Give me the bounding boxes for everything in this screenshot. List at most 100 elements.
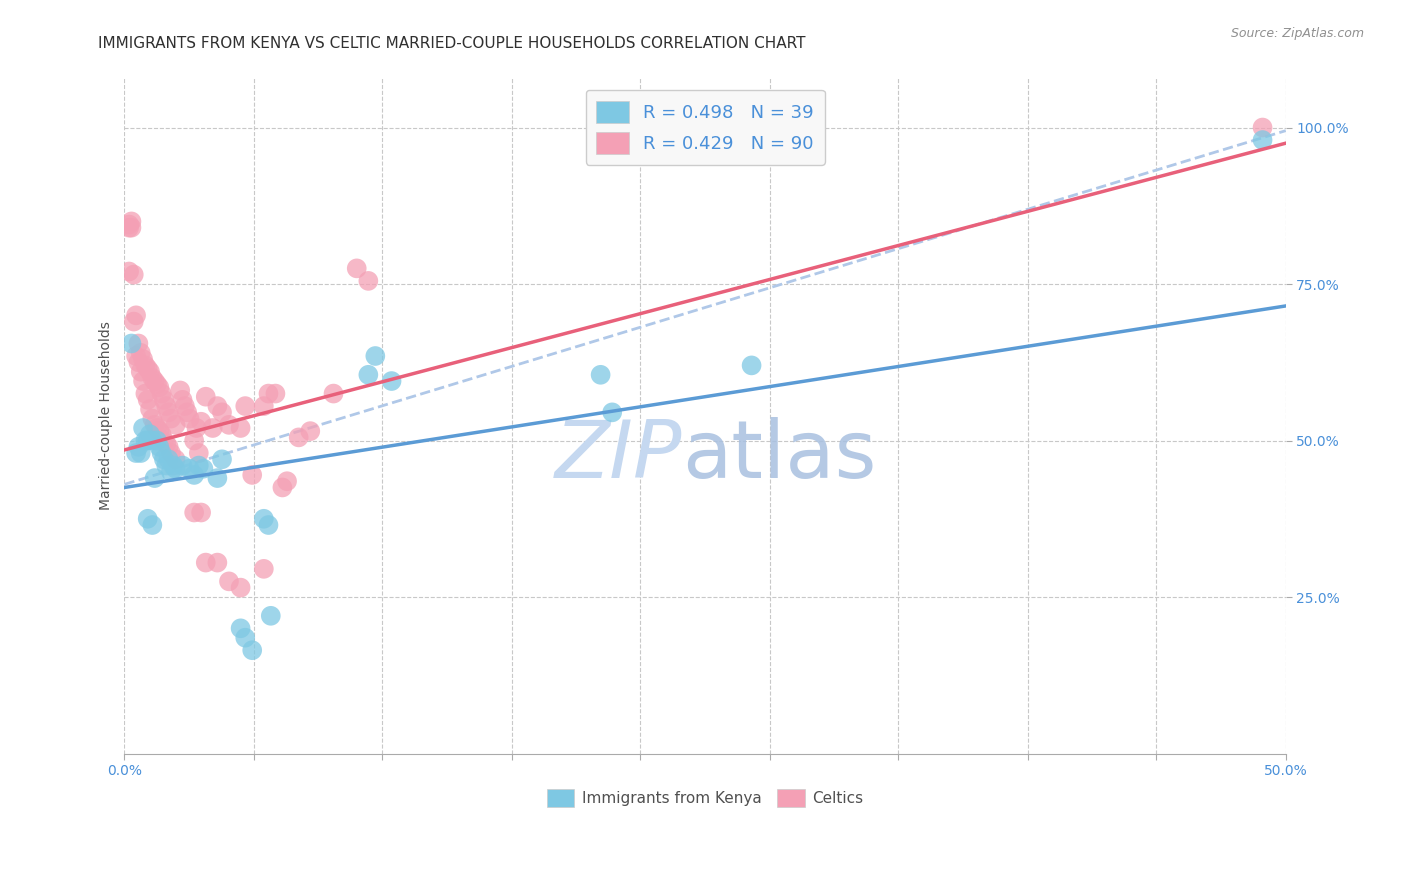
Point — [207, 471, 229, 485]
Point — [218, 574, 240, 589]
Point — [134, 386, 156, 401]
Point — [139, 402, 162, 417]
Point — [741, 359, 763, 373]
Point — [136, 392, 159, 407]
Point — [150, 427, 173, 442]
Point — [179, 411, 201, 425]
Point — [299, 424, 322, 438]
Legend: Immigrants from Kenya, Celtics: Immigrants from Kenya, Celtics — [541, 782, 869, 814]
Point — [183, 506, 205, 520]
Point — [153, 452, 176, 467]
Point — [229, 421, 252, 435]
Point — [364, 349, 387, 363]
Point — [134, 359, 156, 373]
Point — [190, 415, 212, 429]
Point — [146, 434, 169, 448]
Point — [1251, 133, 1274, 147]
Point — [183, 434, 205, 448]
Point — [155, 458, 177, 473]
Y-axis label: Married-couple Households: Married-couple Households — [100, 321, 114, 510]
Point — [118, 220, 141, 235]
Point — [271, 480, 294, 494]
Point — [160, 411, 183, 425]
Point — [148, 440, 170, 454]
Point — [253, 512, 276, 526]
Point — [322, 386, 344, 401]
Point — [162, 458, 184, 473]
Point — [201, 421, 224, 435]
Point — [600, 405, 623, 419]
Point — [253, 399, 276, 413]
Point — [127, 355, 149, 369]
Point — [240, 467, 263, 482]
Point — [176, 405, 198, 419]
Point — [187, 458, 209, 473]
Point — [122, 315, 145, 329]
Point — [186, 421, 208, 435]
Point — [172, 458, 194, 473]
Point — [129, 346, 152, 360]
Point — [276, 474, 298, 488]
Point — [155, 436, 177, 450]
Point — [190, 506, 212, 520]
Point — [127, 336, 149, 351]
Point — [143, 471, 166, 485]
Point — [139, 427, 162, 442]
Point — [257, 518, 280, 533]
Point — [157, 440, 180, 454]
Point — [136, 434, 159, 448]
Point — [193, 461, 215, 475]
Point — [165, 452, 187, 467]
Point — [172, 392, 194, 407]
Point — [132, 374, 155, 388]
Point — [153, 434, 176, 448]
Point — [346, 261, 368, 276]
Point — [233, 631, 256, 645]
Point — [150, 446, 173, 460]
Point — [125, 308, 148, 322]
Point — [157, 405, 180, 419]
Point — [120, 336, 142, 351]
Point — [143, 374, 166, 388]
Point — [287, 430, 309, 444]
Point — [381, 374, 404, 388]
Point — [179, 461, 201, 475]
Point — [257, 386, 280, 401]
Point — [122, 268, 145, 282]
Point — [173, 399, 195, 413]
Point — [150, 386, 173, 401]
Point — [146, 377, 169, 392]
Point — [148, 380, 170, 394]
Point — [160, 446, 183, 460]
Point — [357, 274, 380, 288]
Point — [125, 446, 148, 460]
Point — [143, 417, 166, 432]
Point — [187, 446, 209, 460]
Point — [118, 264, 141, 278]
Point — [169, 384, 191, 398]
Point — [589, 368, 612, 382]
Point — [132, 421, 155, 435]
Point — [264, 386, 287, 401]
Point — [211, 452, 233, 467]
Point — [136, 361, 159, 376]
Text: atlas: atlas — [682, 417, 876, 495]
Point — [1251, 120, 1274, 135]
Point — [194, 556, 217, 570]
Point — [155, 399, 177, 413]
Point — [141, 434, 163, 448]
Point — [139, 365, 162, 379]
Point — [253, 562, 276, 576]
Point — [125, 349, 148, 363]
Point — [160, 465, 183, 479]
Point — [229, 621, 252, 635]
Point — [194, 390, 217, 404]
Point — [141, 371, 163, 385]
Point — [153, 392, 176, 407]
Text: Source: ZipAtlas.com: Source: ZipAtlas.com — [1230, 27, 1364, 40]
Point — [120, 220, 142, 235]
Point — [260, 608, 283, 623]
Point — [165, 461, 187, 475]
Point — [134, 434, 156, 448]
Point — [157, 452, 180, 467]
